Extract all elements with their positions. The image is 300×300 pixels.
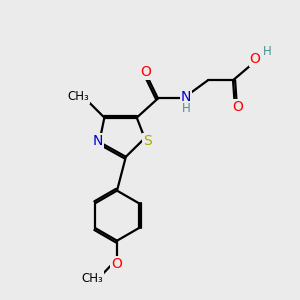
Text: H: H [182,102,190,115]
Text: N: N [181,90,191,104]
Text: CH₃: CH₃ [67,91,89,103]
Text: N: N [93,134,103,148]
Text: CH₃: CH₃ [81,272,103,285]
Text: O: O [112,257,122,271]
Text: H: H [263,45,272,58]
Text: O: O [232,100,244,114]
Text: O: O [141,65,152,79]
Text: S: S [143,134,152,148]
Text: O: O [250,52,261,66]
